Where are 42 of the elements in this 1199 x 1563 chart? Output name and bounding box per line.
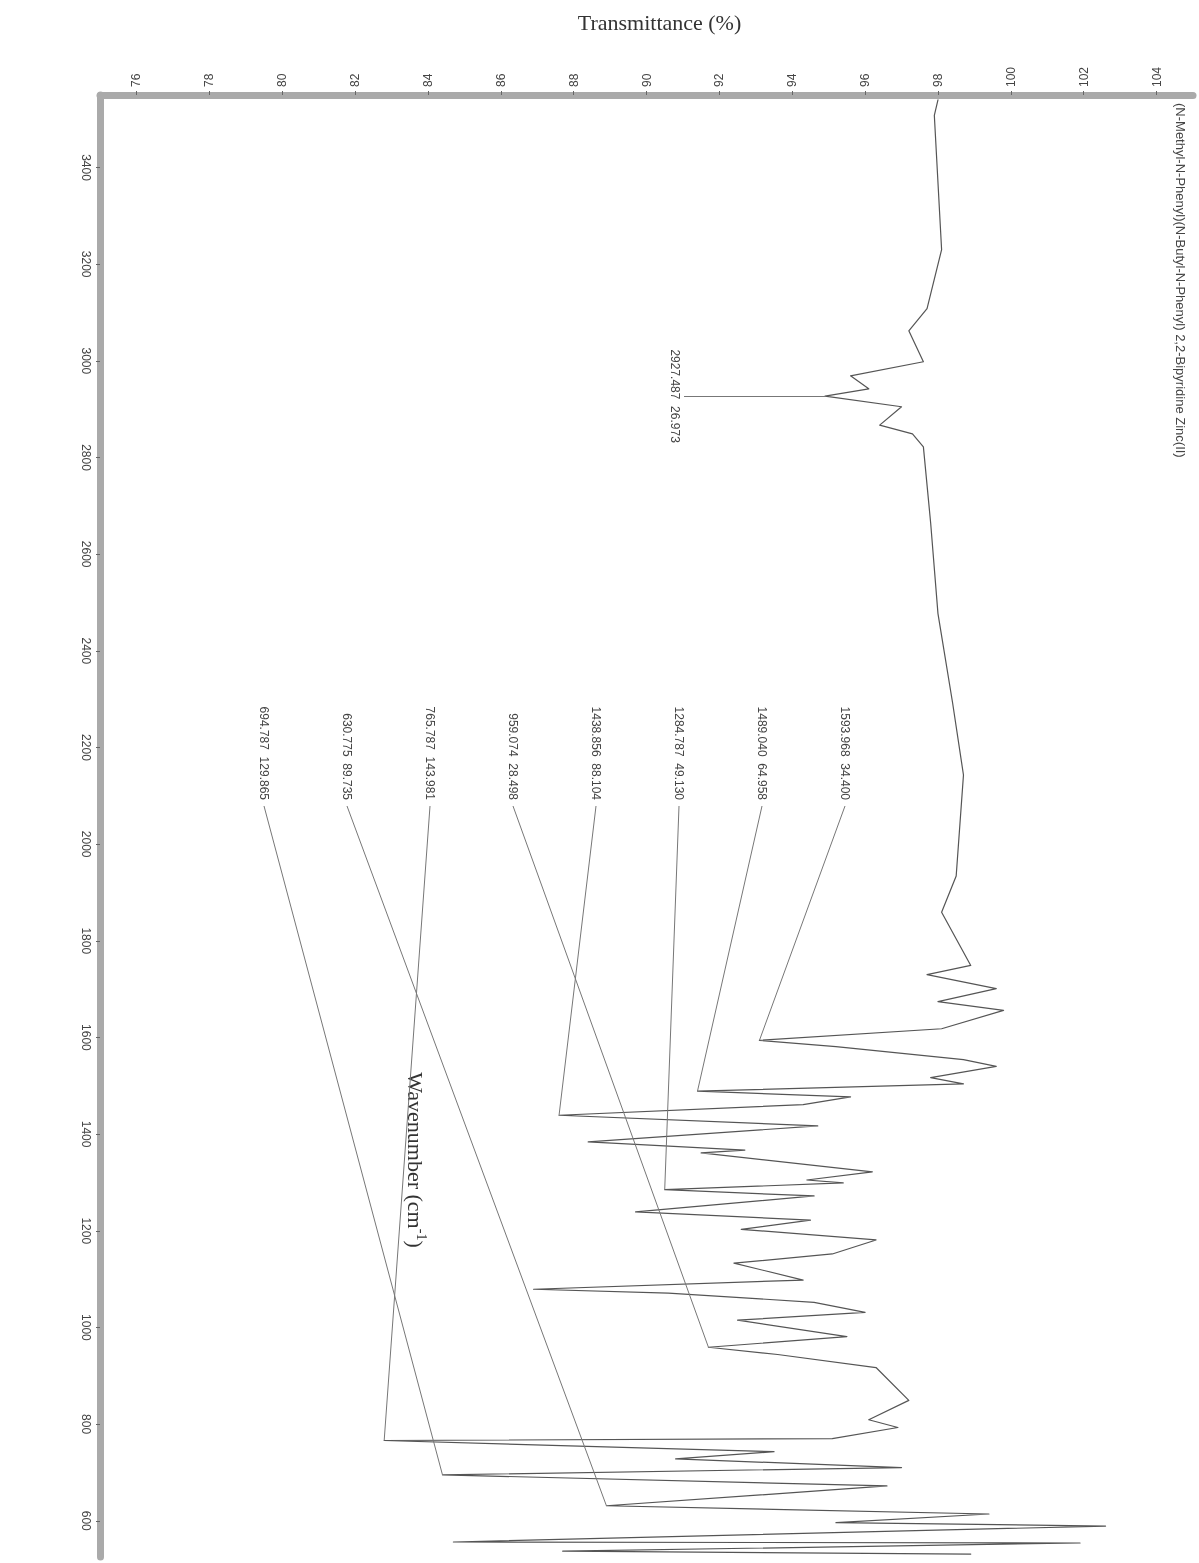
y-tick-label: 1000 <box>79 1314 93 1342</box>
y-tick-label: 1200 <box>79 1217 93 1245</box>
x-tick-label: 102 <box>1076 66 1091 87</box>
annotation: 1593.968 34.400 <box>838 706 852 801</box>
x-axis-title: Transmittance (%) <box>577 9 742 35</box>
annotation: 2927.487 26.973 <box>668 349 683 444</box>
y-tick-label: 800 <box>79 1414 93 1435</box>
annotation: 694.787 129.865 <box>257 706 271 801</box>
x-tick-label: 90 <box>639 73 654 87</box>
y-tick-label: 1600 <box>79 1024 93 1052</box>
annotation: 1284.787 49.130 <box>672 706 686 801</box>
x-tick-label: 92 <box>712 73 727 87</box>
x-tick-label: 98 <box>930 73 945 87</box>
annotation: 630.775 89.735 <box>340 713 354 801</box>
x-tick-label: 104 <box>1149 66 1164 87</box>
y-tick-label: 2800 <box>79 444 93 472</box>
y-tick-label: 2600 <box>79 540 93 568</box>
y-tick-label: 3400 <box>79 154 93 182</box>
x-tick-label: 96 <box>858 73 873 87</box>
y-tick-label: 2000 <box>79 830 93 858</box>
annotation: 959.074 28.498 <box>506 713 520 801</box>
text: (N-Methyl-N-Phenyl)(N-Butyl-N-Phenyl) 2,2-Bipyridine Zinc(II) <box>1172 103 1188 458</box>
annotation: 1438.856 88.104 <box>589 706 603 801</box>
y-tick-label: 3000 <box>79 347 93 375</box>
y-tick-label: 2200 <box>79 734 93 762</box>
x-tick-label: 76 <box>129 73 144 87</box>
y-tick-label: 3200 <box>79 250 93 278</box>
x-tick-label: 94 <box>785 73 800 87</box>
y-axis-title: Wavenumber (cm-1) <box>402 1072 429 1248</box>
y-tick-label: 1400 <box>79 1120 93 1148</box>
y-tick-label: 600 <box>79 1510 93 1532</box>
x-tick-label: 82 <box>348 73 363 87</box>
x-tick-label: 84 <box>420 73 435 87</box>
y-tick-label: 1800 <box>79 927 93 955</box>
x-tick-label: 100 <box>1003 66 1018 87</box>
annotation: 765.787 143.981 <box>423 706 437 801</box>
x-tick-label: 80 <box>275 73 290 87</box>
y-tick-label: 2400 <box>79 637 93 665</box>
x-tick-label: 86 <box>493 73 508 87</box>
annotation: 1489.040 64.958 <box>755 706 769 801</box>
x-tick-label: 78 <box>202 73 217 87</box>
x-tick-label: 88 <box>566 73 581 87</box>
